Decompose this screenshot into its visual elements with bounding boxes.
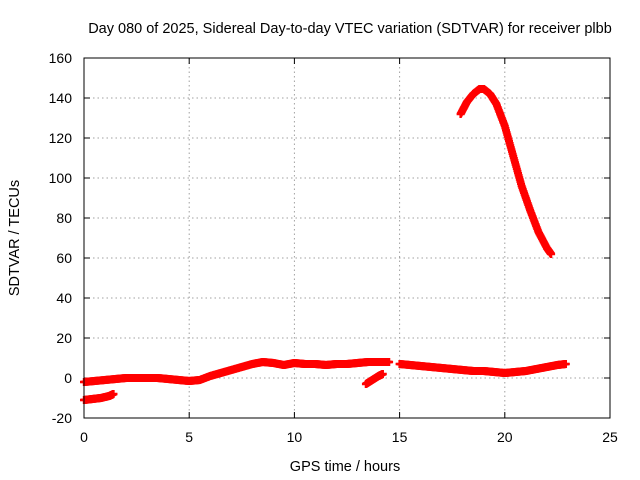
x-tick-label: 20	[497, 429, 513, 445]
y-tick-label: 160	[49, 50, 73, 66]
y-tick-label: 120	[49, 130, 73, 146]
y-tick-label: 20	[56, 330, 72, 346]
data-point	[385, 358, 394, 366]
y-tick-label: 80	[56, 210, 72, 226]
series-main-track-a	[80, 358, 394, 386]
x-tick-label: 15	[392, 429, 408, 445]
x-tick-label: 25	[602, 429, 618, 445]
data-point	[547, 250, 556, 258]
y-tick-label: 100	[49, 170, 73, 186]
x-tick-label: 10	[287, 429, 303, 445]
chart-title: Day 080 of 2025, Sidereal Day-to-day VTE…	[88, 21, 612, 37]
series-high-arc	[456, 85, 556, 258]
data-point	[561, 360, 570, 368]
y-axis-label: SDTVAR / TECUs	[7, 180, 23, 296]
data-point	[109, 390, 118, 398]
y-tick-label: 140	[49, 90, 73, 106]
x-axis-label: GPS time / hours	[290, 459, 400, 475]
x-tick-label: 0	[80, 429, 88, 445]
data-points	[80, 85, 570, 404]
y-tick-label: 40	[56, 290, 72, 306]
axis-ticks: 0 5 10 15 20 25 -20 0 20 40 60 80 100 120 140 160	[49, 50, 618, 445]
y-tick-label: -20	[52, 410, 72, 426]
y-tick-label: 0	[64, 370, 72, 386]
data-point	[378, 370, 387, 378]
plot-frame	[83, 57, 611, 419]
series-low-arc-start	[80, 390, 118, 404]
series-main-track-b	[395, 360, 570, 377]
series-low-arc-mid	[361, 370, 387, 388]
x-tick-label: 5	[185, 429, 193, 445]
y-tick-label: 60	[56, 250, 72, 266]
